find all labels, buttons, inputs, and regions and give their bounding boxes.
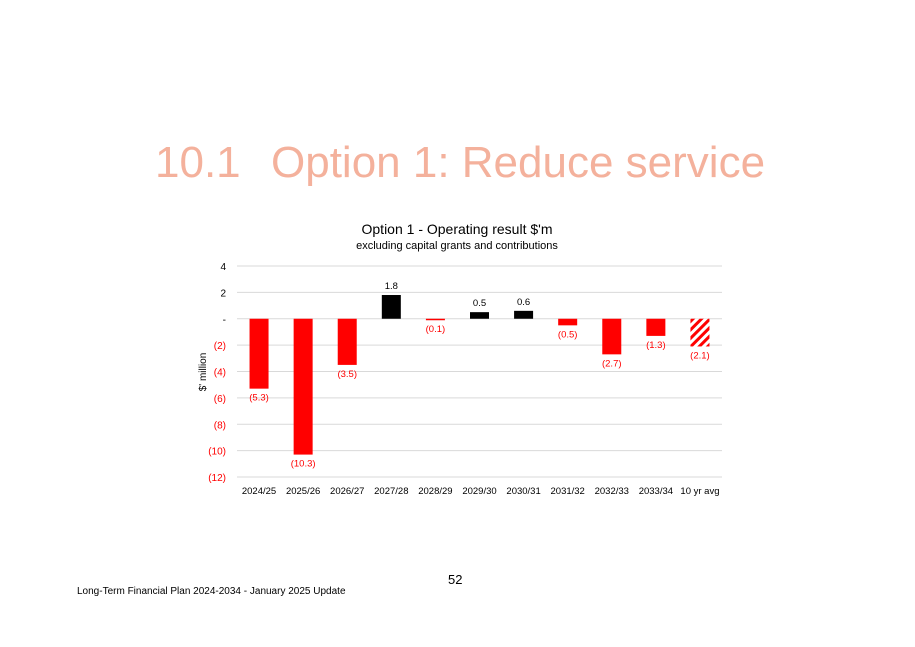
x-tick-label: 2033/34 <box>639 486 673 497</box>
bar-2026-27 <box>337 318 357 365</box>
bar-2030-31 <box>514 310 534 319</box>
bar-2032-33 <box>602 318 622 355</box>
y-tick-label: - <box>223 315 226 326</box>
bar-2027-28 <box>381 295 401 319</box>
bar-2031-32 <box>558 318 578 326</box>
data-label: (1.3) <box>646 340 666 351</box>
data-label: (2.1) <box>690 350 710 361</box>
data-label: (3.5) <box>337 369 357 380</box>
data-label: (10.3) <box>291 459 316 470</box>
x-tick-label: 2026/27 <box>330 486 364 497</box>
x-tick-label: 2032/33 <box>595 486 629 497</box>
x-tick-label: 2024/25 <box>242 486 276 497</box>
y-tick-label: 4 <box>220 262 226 273</box>
bar-2025-26 <box>293 318 313 455</box>
data-label: 1.8 <box>385 281 398 292</box>
bar-2024-25 <box>249 318 269 389</box>
bar-2029-30 <box>470 312 489 319</box>
x-tick-label: 2031/32 <box>551 486 585 497</box>
data-label: 0.6 <box>517 297 530 308</box>
page-number: 52 <box>448 572 463 587</box>
y-tick-label: (12) <box>208 473 226 484</box>
y-tick-label: 2 <box>220 288 226 299</box>
data-label: (0.5) <box>558 329 578 340</box>
section-title: Option 1: Reduce service <box>271 138 766 187</box>
bar-10-yr-avg <box>690 318 710 347</box>
y-tick-label: (2) <box>214 341 226 352</box>
footer-text: Long-Term Financial Plan 2024-2034 - Jan… <box>77 586 346 597</box>
y-tick-label: (8) <box>214 420 226 431</box>
x-tick-label: 2025/26 <box>286 486 320 497</box>
x-tick-label: 2028/29 <box>418 486 452 497</box>
section-number: 10.1 <box>155 138 241 187</box>
data-label: (0.1) <box>426 324 446 335</box>
y-tick-label: (10) <box>208 447 226 458</box>
chart-subtitle: excluding capital grants and contributio… <box>356 240 558 252</box>
data-label: (2.7) <box>602 358 622 369</box>
x-tick-label: 2027/28 <box>374 486 408 497</box>
bar-2033-34 <box>646 318 666 336</box>
y-axis-label: $' million <box>198 353 209 392</box>
bar-2028-29 <box>425 318 445 321</box>
y-tick-label: (6) <box>214 394 226 405</box>
x-tick-label: 2030/31 <box>506 486 540 497</box>
data-label: 0.5 <box>473 298 486 309</box>
x-tick-label: 10 yr avg <box>680 486 719 497</box>
y-tick-label: (4) <box>214 368 226 379</box>
data-label: (5.3) <box>249 393 269 404</box>
section-heading: 10.1 Option 1: Reduce service <box>155 138 765 188</box>
chart-title: Option 1 - Operating result $'m <box>362 221 553 237</box>
x-tick-label: 2029/30 <box>462 486 496 497</box>
